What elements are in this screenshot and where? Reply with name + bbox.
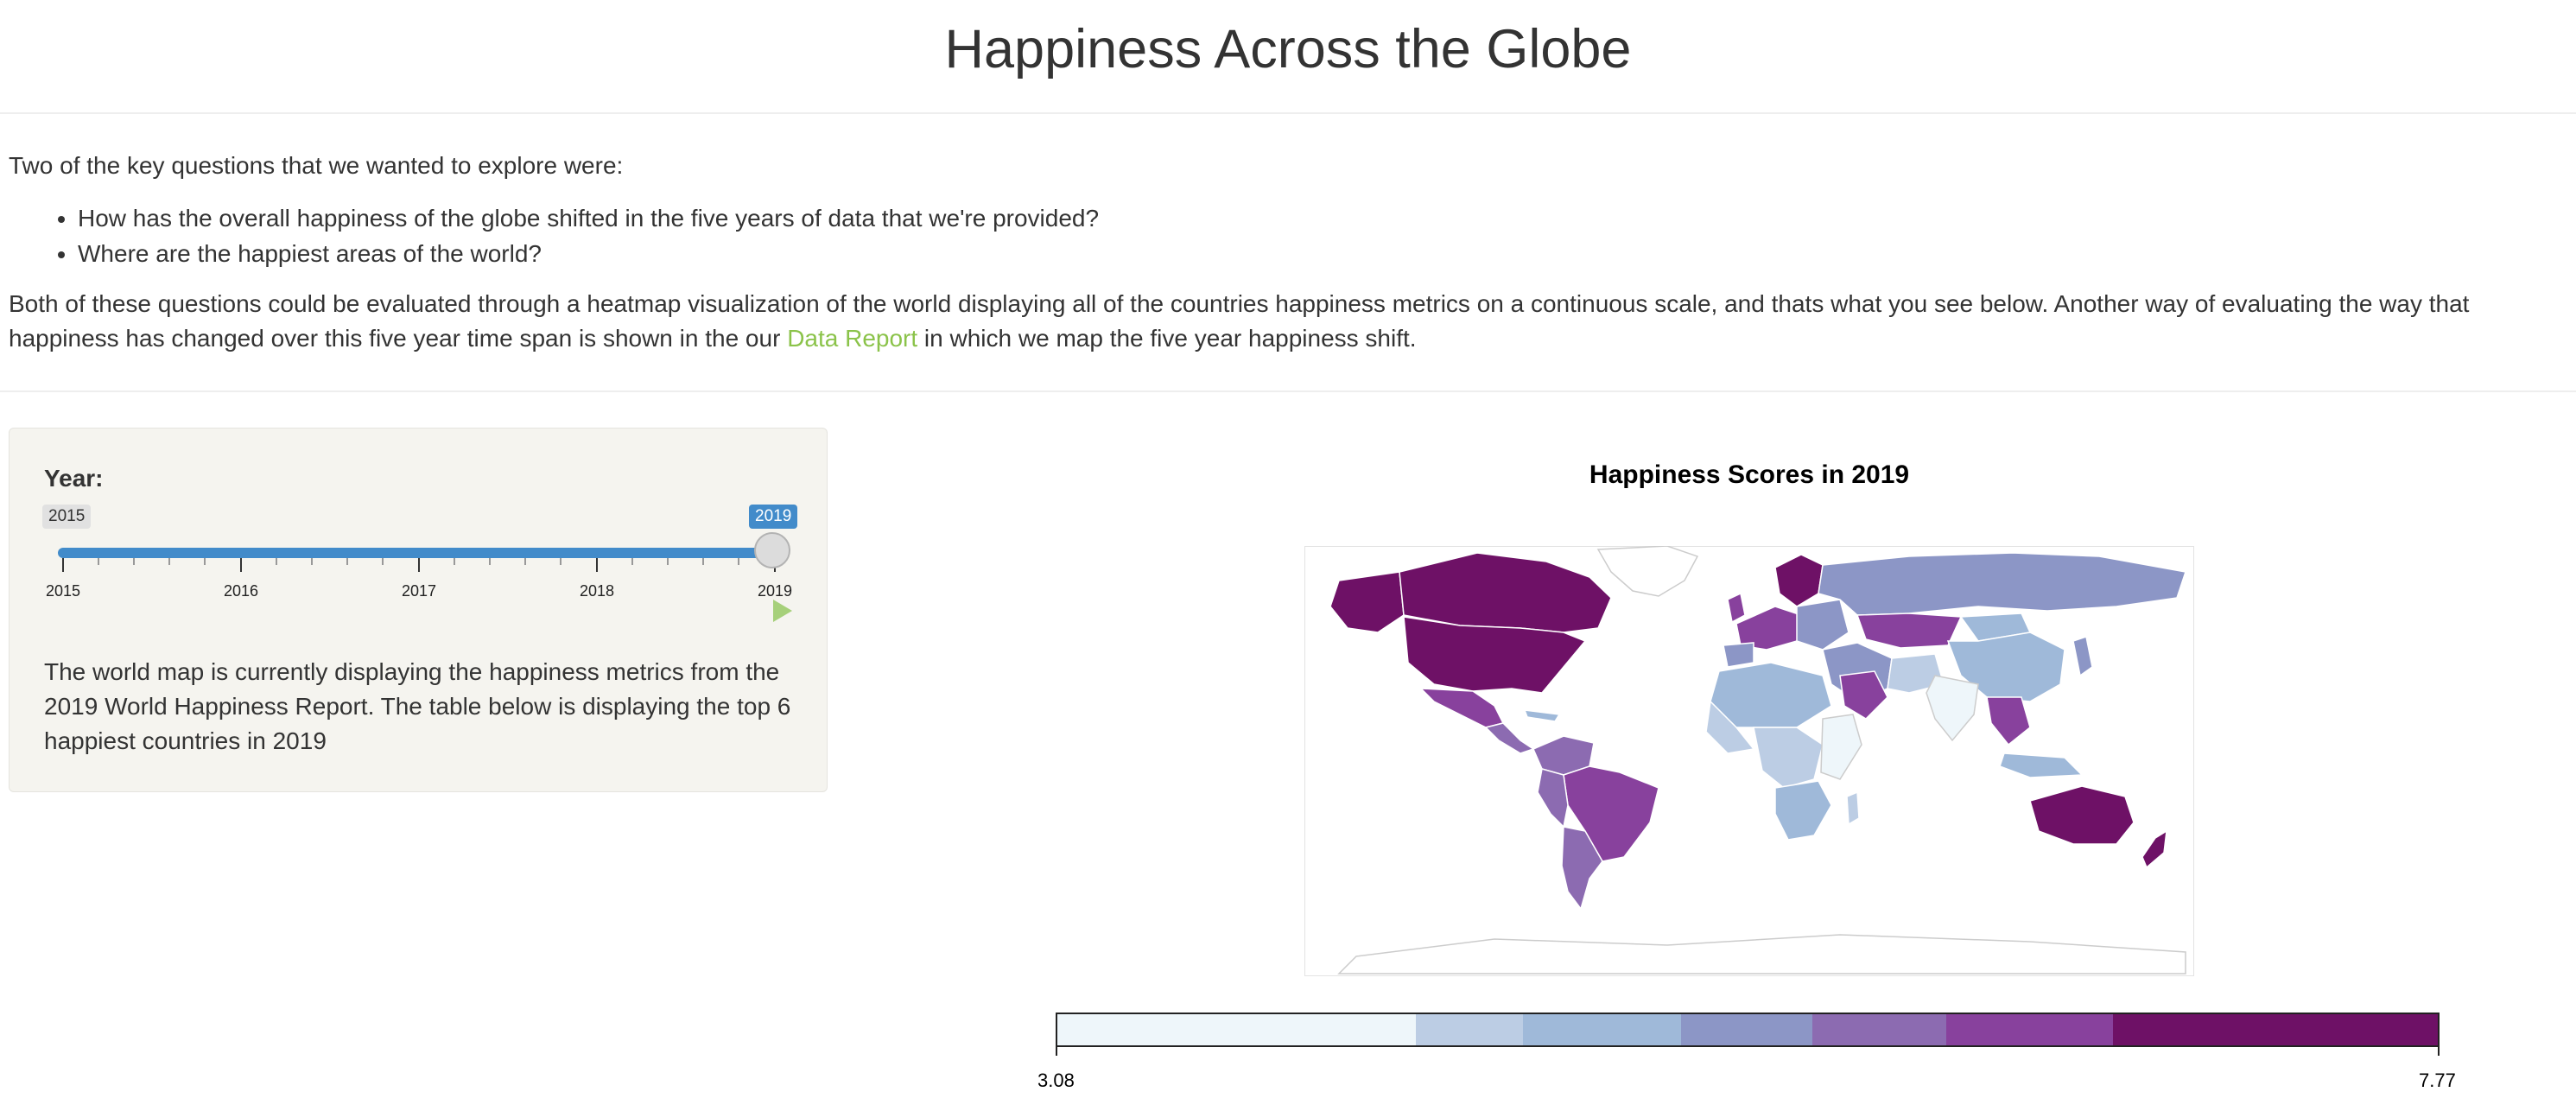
slider-tick-label: 2018 <box>579 582 615 600</box>
country-shape[interactable] <box>1846 790 1860 826</box>
country-shape[interactable] <box>1403 616 1587 694</box>
slider-tick <box>133 558 135 565</box>
world-map <box>1304 545 2195 977</box>
year-slider-handle[interactable] <box>754 532 790 568</box>
country-shape[interactable] <box>2029 785 2135 845</box>
country-shape[interactable] <box>1753 727 1824 789</box>
slider-tick <box>418 558 420 572</box>
slider-tick <box>240 558 242 572</box>
country-shape[interactable] <box>1705 700 1755 754</box>
country-shape[interactable] <box>1723 642 1754 668</box>
data-report-link[interactable]: Data Report <box>787 325 918 352</box>
country-shape[interactable] <box>1596 545 1699 597</box>
country-shape[interactable] <box>1839 670 1888 720</box>
slider-tick <box>311 558 313 565</box>
slider-tick-label: 2019 <box>757 582 793 600</box>
slider-tick <box>346 558 348 565</box>
legend-swatch <box>1057 1014 1417 1045</box>
list-item: How has the overall happiness of the glo… <box>78 200 1099 236</box>
country-shape[interactable] <box>1537 768 1569 828</box>
legend-swatch <box>1681 1014 1813 1045</box>
country-shape[interactable] <box>1774 780 1832 841</box>
country-shape[interactable] <box>1999 752 2084 778</box>
list-item: Where are the happiest areas of the worl… <box>78 236 1099 271</box>
legend-tick <box>2438 1045 2440 1056</box>
slider-tick <box>204 558 206 565</box>
legend-swatch <box>1946 1014 2114 1045</box>
country-shape[interactable] <box>1419 688 1505 728</box>
slider-tick <box>168 558 170 565</box>
slider-tick <box>560 558 562 565</box>
slider-tick <box>702 558 704 565</box>
legend-swatch <box>1812 1014 1947 1045</box>
slider-tick <box>631 558 633 565</box>
country-shape[interactable] <box>2141 829 2167 869</box>
country-shape[interactable] <box>1887 653 1945 694</box>
year-label: Year: <box>44 465 104 492</box>
slider-value-badge: 2019 <box>749 505 798 529</box>
divider <box>0 390 2576 392</box>
page-title: Happiness Across the Globe <box>944 19 1632 79</box>
paragraph-text: in which we map the five year happiness … <box>917 325 1417 352</box>
slider-tick <box>62 558 64 572</box>
country-shape[interactable] <box>2072 636 2093 677</box>
country-shape[interactable] <box>1329 571 1405 633</box>
paragraph-text: Both of these questions could be evaluat… <box>9 290 2470 352</box>
legend-swatch <box>1416 1014 1523 1045</box>
year-slider-track[interactable] <box>58 548 784 558</box>
country-shape[interactable] <box>1561 826 1603 911</box>
legend-tick <box>1056 1045 1057 1056</box>
legend-swatch <box>2113 1014 2438 1045</box>
color-legend <box>1056 1013 2440 1047</box>
country-shape[interactable] <box>1484 722 1535 754</box>
slider-tick <box>382 558 384 565</box>
country-shape[interactable] <box>1796 599 1850 651</box>
legend-max-label: 7.77 <box>2419 1070 2456 1091</box>
legend-min-label: 3.08 <box>1037 1070 1075 1091</box>
map-title: Happiness Scores in 2019 <box>1589 460 1910 489</box>
panel-description: The world map is currently displaying th… <box>44 658 791 754</box>
country-shape[interactable] <box>1774 554 1824 607</box>
slider-tick-label: 2015 <box>45 582 81 600</box>
slider-tick <box>596 558 598 572</box>
country-shape[interactable] <box>1856 613 1963 649</box>
slider-tick <box>489 558 491 565</box>
intro-text: Two of the key questions that we wanted … <box>9 152 624 179</box>
slider-tick <box>276 558 277 565</box>
country-shape[interactable] <box>1820 714 1862 780</box>
country-shape[interactable] <box>1710 662 1832 728</box>
slider-tick <box>524 558 526 565</box>
country-shape[interactable] <box>1523 709 1561 722</box>
country-shape[interactable] <box>1818 552 2186 616</box>
slider-tick-label: 2016 <box>223 582 259 600</box>
play-icon[interactable] <box>773 600 792 622</box>
description-paragraph: Both of these questions could be evaluat… <box>9 287 2557 356</box>
legend-swatch <box>1522 1014 1682 1045</box>
slider-min-badge: 2015 <box>42 505 92 529</box>
sidebar-panel: Year: 2015 2019 2015 2016 2017 2018 2019… <box>9 428 828 792</box>
divider <box>0 112 2576 114</box>
slider-tick <box>738 558 739 565</box>
country-shape[interactable] <box>1926 675 1979 742</box>
slider-tick <box>98 558 99 565</box>
country-shape[interactable] <box>1986 696 2031 746</box>
country-shape[interactable] <box>1563 765 1659 862</box>
slider-tick <box>667 558 669 565</box>
slider-tick <box>454 558 455 565</box>
slider-tick-label: 2017 <box>401 582 437 600</box>
country-shape[interactable] <box>1727 592 1746 624</box>
country-shape[interactable] <box>1337 934 2186 975</box>
questions-list: How has the overall happiness of the glo… <box>9 200 1099 271</box>
